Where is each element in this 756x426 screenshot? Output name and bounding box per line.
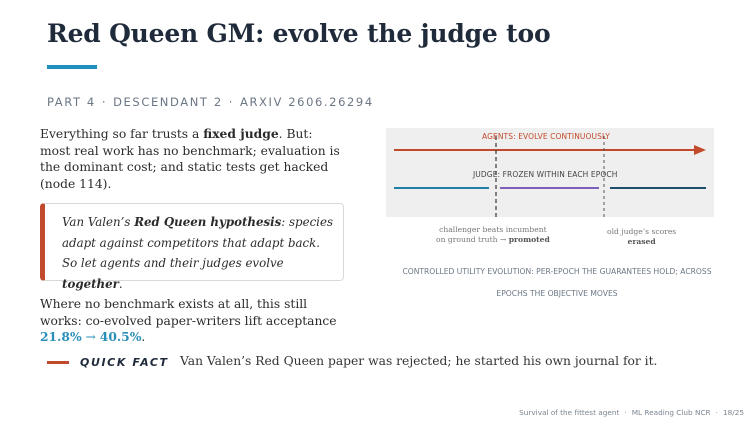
quote-term: Red Queen hypothesis: [134, 215, 282, 229]
title-underline: [47, 65, 97, 69]
erase-note-line1: old judge’s scores: [607, 227, 677, 236]
acceptance-before: 21.8%: [40, 329, 82, 344]
slide-title: Red Queen GM: evolve the judge too: [47, 19, 551, 48]
footer-venue: ML Reading Club NCR: [631, 408, 711, 417]
hypothesis-text: Van Valen’s Red Queen hypothesis: specie…: [62, 212, 333, 294]
arrow-glyph: →: [81, 330, 100, 344]
quote-emphasis: together: [62, 276, 119, 291]
slide-footer: Survival of the fittest agent · ML Reading…: [519, 408, 744, 417]
intro-text: Everything so far trusts a: [40, 127, 204, 141]
promotion-note-line1: challenger beats incumbent: [439, 225, 547, 234]
footer-separator: ·: [715, 408, 718, 417]
quick-fact-dash: [47, 361, 69, 364]
quote-prefix: Van Valen’s: [62, 215, 135, 229]
kicker-part: PART 4: [47, 95, 96, 109]
promotion-note-line2: on ground truth →: [436, 235, 509, 244]
hypothesis-callout: Van Valen’s Red Queen hypothesis: specie…: [40, 203, 344, 291]
kicker-separator: ·: [101, 95, 108, 109]
evolution-diagram-svg: [394, 136, 706, 217]
footer-page: 18/25: [722, 408, 744, 417]
agents-arrow-head: [694, 145, 706, 155]
kicker-arxiv: ARXIV 2606.26294: [240, 95, 374, 109]
evolution-diagram: AGENTS: EVOLVE CONTINUOUSLY JUDGE: FROZE…: [386, 128, 714, 217]
judge-label: JUDGE: FROZEN WITHIN EACH EPOCH: [473, 170, 618, 179]
quote-suffix: .: [118, 276, 123, 291]
quick-fact-label: QUICK FACT: [80, 356, 169, 369]
quote-middle: : species adapt against competitors that…: [62, 215, 333, 270]
intro-paragraph: Everything so far trusts a fixed judge. …: [40, 126, 340, 192]
erase-note: old judge’s scores erased: [607, 227, 676, 247]
outro-paragraph: Where no benchmark exists at all, this s…: [40, 296, 340, 346]
footer-separator: ·: [624, 408, 627, 417]
outro-suffix: .: [141, 330, 146, 344]
intro-emphasis: fixed judge: [203, 126, 279, 141]
kicker: PART 4 · DESCENDANT 2 · ARXIV 2606.26294: [47, 95, 374, 109]
promotion-note-strong: promoted: [508, 235, 550, 244]
intro-text-after: . But: most real work has no benchmark; …: [40, 127, 340, 191]
outro-text: Where no benchmark exists at all, this s…: [40, 297, 337, 328]
acceptance-after: 40.5%: [99, 329, 142, 344]
promotion-note: challenger beats incumbent on ground trut…: [436, 225, 550, 245]
agents-label: AGENTS: EVOLVE CONTINUOUSLY: [482, 132, 610, 141]
erase-note-strong: erased: [627, 237, 656, 246]
footer-talk: Survival of the fittest agent: [519, 408, 620, 417]
quick-fact-text: Van Valen’s Red Queen paper was rejected…: [180, 354, 658, 368]
kicker-section: DESCENDANT 2: [113, 95, 223, 109]
diagram-caption: CONTROLLED UTILITY EVOLUTION: PER-EPOCH …: [402, 267, 712, 298]
kicker-separator: ·: [228, 95, 234, 109]
